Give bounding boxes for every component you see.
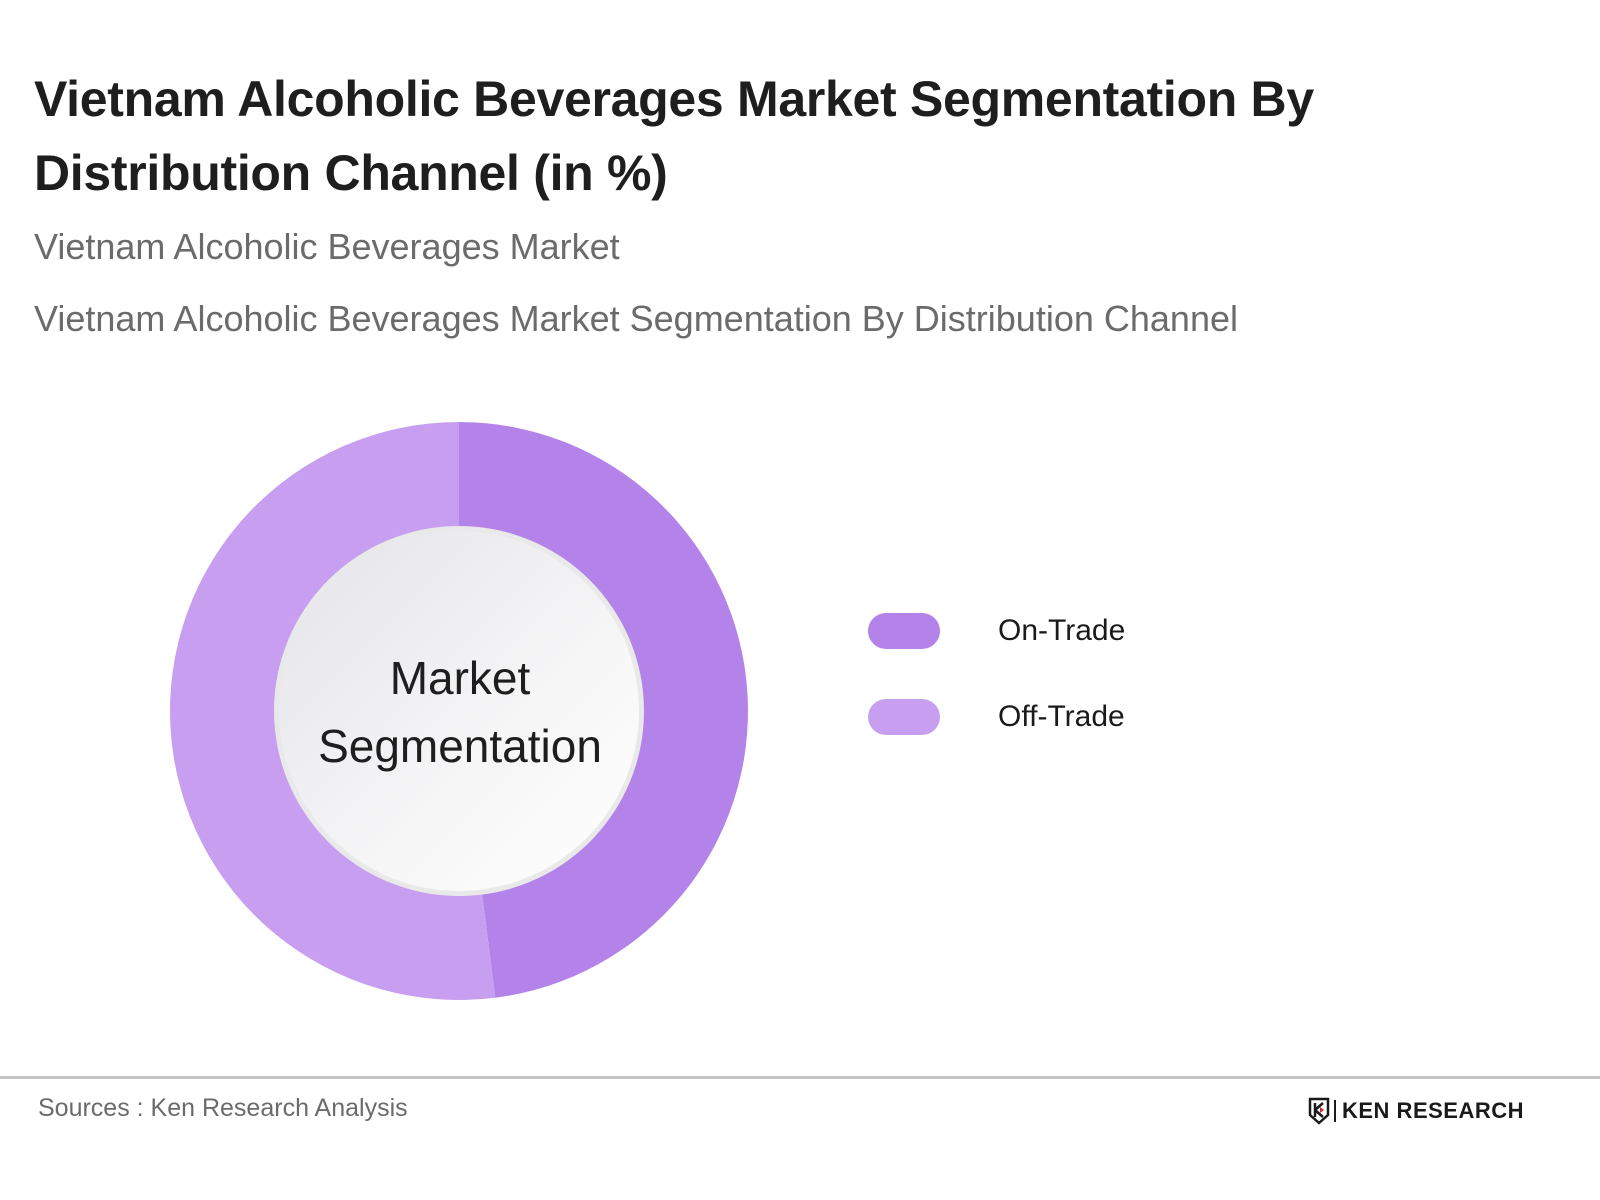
- brand-name: KEN RESEARCH: [1342, 1098, 1525, 1123]
- legend-item-on-trade[interactable]: On-Trade: [868, 612, 1125, 650]
- legend-label-on-trade: On-Trade: [998, 614, 1126, 647]
- legend-swatch-on-trade: [868, 613, 940, 649]
- legend-label-off-trade: Off-Trade: [998, 700, 1125, 733]
- legend-swatch-off-trade: [868, 699, 940, 735]
- chart-title: Vietnam Alcoholic Beverages Market Segme…: [34, 71, 1314, 201]
- donut-svg: [170, 422, 749, 1000]
- footer-divider: [0, 1076, 1600, 1079]
- legend-item-off-trade[interactable]: Off-Trade: [868, 698, 1125, 736]
- brand-logo: KEN RESEARCH: [1308, 1096, 1524, 1126]
- donut-chart: Market Segmentation: [170, 422, 750, 1002]
- legend: On-Trade Off-Trade: [868, 612, 1125, 784]
- brand-separator: [1334, 1100, 1336, 1122]
- center-disc: [279, 531, 639, 891]
- subtitle-segmentation: Vietnam Alcoholic Beverages Market Segme…: [34, 298, 1238, 339]
- subtitle-market: Vietnam Alcoholic Beverages Market: [34, 226, 620, 267]
- source-note: Sources : Ken Research Analysis: [38, 1094, 408, 1122]
- ken-research-logo-icon: [1308, 1097, 1330, 1125]
